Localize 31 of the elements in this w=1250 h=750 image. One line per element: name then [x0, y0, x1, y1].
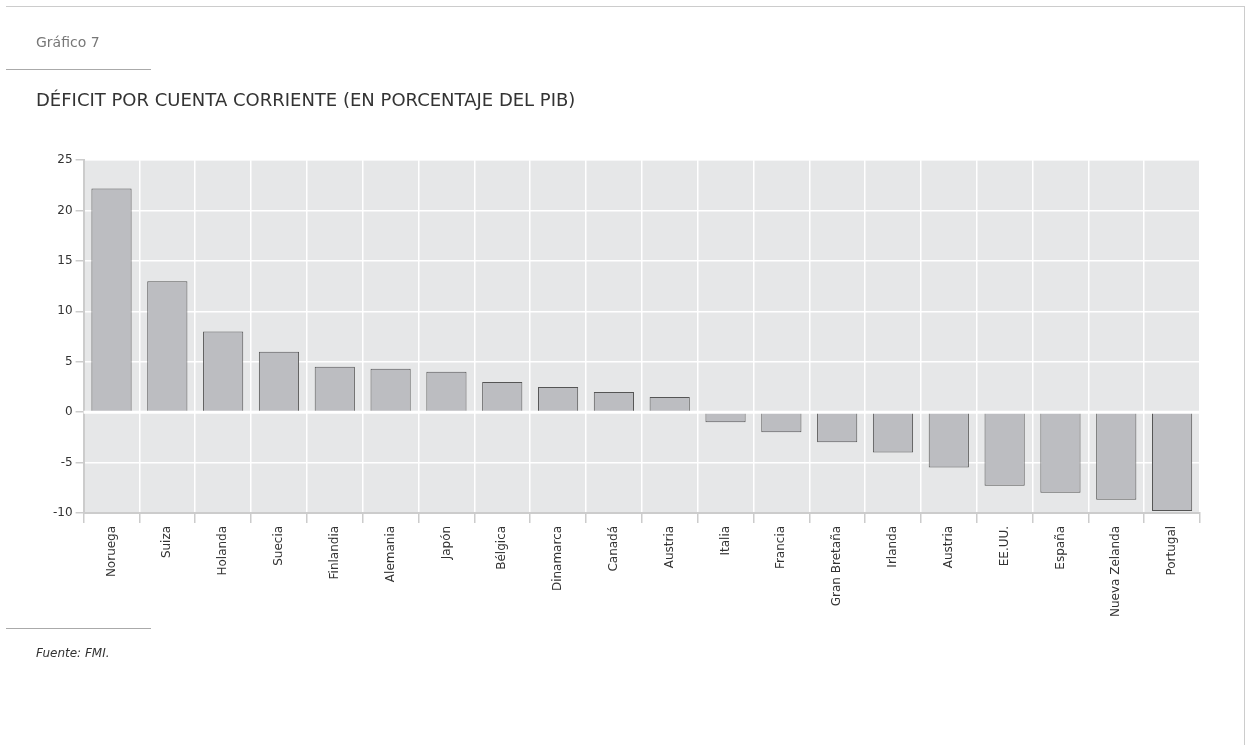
x-tick-label: Italia	[717, 525, 732, 556]
x-tick-label: Alemania	[382, 525, 397, 583]
x-tick-label: Bélgica	[494, 525, 509, 570]
x-tick-label: Portugal	[1164, 525, 1179, 576]
x-tick-label: Gran Bretaña	[829, 525, 844, 607]
y-tick-label: 0	[64, 404, 73, 419]
chart-title: DÉFICIT POR CUENTA CORRIENTE (EN PORCENTAJE DEL PIB)	[36, 89, 576, 110]
x-tick-label: Finlandia	[326, 525, 341, 580]
y-tick-label: 10	[57, 303, 73, 318]
x-tick-label: España	[1052, 525, 1067, 570]
x-tick-label: Suiza	[159, 525, 174, 559]
x-tick-label: Suecia	[271, 525, 286, 566]
y-tick-label: 5	[64, 353, 73, 368]
x-tick-label: Dinamarca	[550, 525, 565, 592]
x-tick-label: Canadá	[606, 525, 621, 572]
x-tick-label: Holanda	[215, 525, 230, 576]
x-tick-label: Nueva Zelanda	[1108, 525, 1123, 618]
y-tick-label: -5	[60, 454, 73, 469]
x-tick-label: EE.UU.	[996, 525, 1011, 567]
source-note: Fuente: FMI.	[36, 646, 110, 660]
x-tick-label: Austria	[661, 525, 676, 569]
y-tick-label: -10	[52, 505, 73, 520]
x-tick-label: Francia	[773, 525, 788, 570]
x-tick-label: Austria	[940, 525, 955, 569]
x-tick-label: Noruega	[103, 525, 118, 578]
x-tick-label: Japón	[438, 525, 453, 561]
y-tick-label: 25	[57, 152, 73, 167]
y-tick-label: 20	[57, 202, 73, 217]
x-tick-label: Irlanda	[885, 525, 900, 568]
text: Gráfico 7	[36, 34, 100, 50]
y-tick-label: 15	[57, 253, 73, 268]
